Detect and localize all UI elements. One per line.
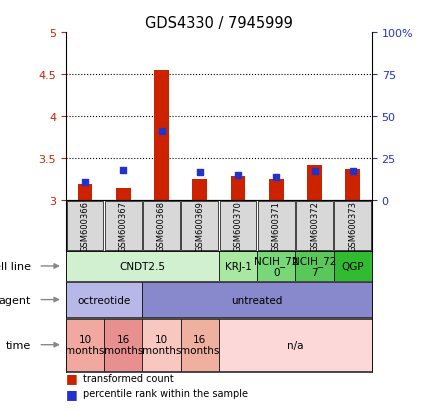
Text: agent: agent xyxy=(0,295,31,305)
Text: n/a: n/a xyxy=(287,340,303,350)
Text: 10
months: 10 months xyxy=(142,334,181,356)
Bar xyxy=(231,176,245,201)
Text: transformed count: transformed count xyxy=(83,373,174,383)
Text: GSM600373: GSM600373 xyxy=(348,200,357,251)
FancyBboxPatch shape xyxy=(105,202,142,250)
Text: octreotide: octreotide xyxy=(77,295,131,305)
FancyBboxPatch shape xyxy=(143,202,180,250)
Text: 10
months: 10 months xyxy=(65,334,105,356)
Text: NCIH_72
7: NCIH_72 7 xyxy=(292,255,337,278)
Text: GSM600370: GSM600370 xyxy=(233,200,243,251)
Point xyxy=(235,172,241,179)
Text: percentile rank within the sample: percentile rank within the sample xyxy=(83,388,248,398)
FancyBboxPatch shape xyxy=(258,202,295,250)
Point xyxy=(311,168,318,175)
FancyBboxPatch shape xyxy=(181,202,218,250)
FancyBboxPatch shape xyxy=(219,319,372,370)
FancyBboxPatch shape xyxy=(257,252,295,281)
Text: ■: ■ xyxy=(66,387,78,400)
Text: ■: ■ xyxy=(66,371,78,385)
Text: GSM600366: GSM600366 xyxy=(80,200,90,251)
Text: GSM600369: GSM600369 xyxy=(195,200,204,251)
FancyBboxPatch shape xyxy=(295,252,334,281)
Bar xyxy=(78,185,92,201)
FancyBboxPatch shape xyxy=(334,252,372,281)
Bar xyxy=(193,180,207,201)
Text: GSM600372: GSM600372 xyxy=(310,200,319,251)
Point xyxy=(196,170,203,176)
Text: GSM600368: GSM600368 xyxy=(157,200,166,251)
Point xyxy=(158,128,165,135)
Title: GDS4330 / 7945999: GDS4330 / 7945999 xyxy=(145,16,293,31)
Text: untreated: untreated xyxy=(232,295,283,305)
Bar xyxy=(346,170,360,201)
FancyBboxPatch shape xyxy=(220,202,256,250)
Text: QGP: QGP xyxy=(341,261,364,271)
FancyBboxPatch shape xyxy=(181,319,219,370)
FancyBboxPatch shape xyxy=(334,202,371,250)
Bar xyxy=(154,71,169,201)
FancyBboxPatch shape xyxy=(104,319,142,370)
Point xyxy=(273,174,280,180)
FancyBboxPatch shape xyxy=(296,202,333,250)
FancyBboxPatch shape xyxy=(219,252,257,281)
FancyBboxPatch shape xyxy=(142,282,372,317)
Text: CNDT2.5: CNDT2.5 xyxy=(119,261,165,271)
FancyBboxPatch shape xyxy=(66,252,219,281)
Text: GSM600367: GSM600367 xyxy=(119,200,128,251)
Bar xyxy=(116,188,130,201)
Text: KRJ-1: KRJ-1 xyxy=(224,261,252,271)
Text: 16
months: 16 months xyxy=(104,334,143,356)
Text: time: time xyxy=(6,340,31,350)
Bar xyxy=(307,166,322,201)
FancyBboxPatch shape xyxy=(66,319,104,370)
Point xyxy=(120,167,127,174)
Point xyxy=(82,179,88,185)
Bar xyxy=(269,180,283,201)
Point xyxy=(349,168,356,175)
Text: cell line: cell line xyxy=(0,261,31,271)
Text: 16
months: 16 months xyxy=(180,334,219,356)
Text: GSM600371: GSM600371 xyxy=(272,200,281,251)
FancyBboxPatch shape xyxy=(67,202,103,250)
FancyBboxPatch shape xyxy=(66,282,142,317)
Text: NCIH_72
0: NCIH_72 0 xyxy=(254,255,298,278)
FancyBboxPatch shape xyxy=(142,319,181,370)
